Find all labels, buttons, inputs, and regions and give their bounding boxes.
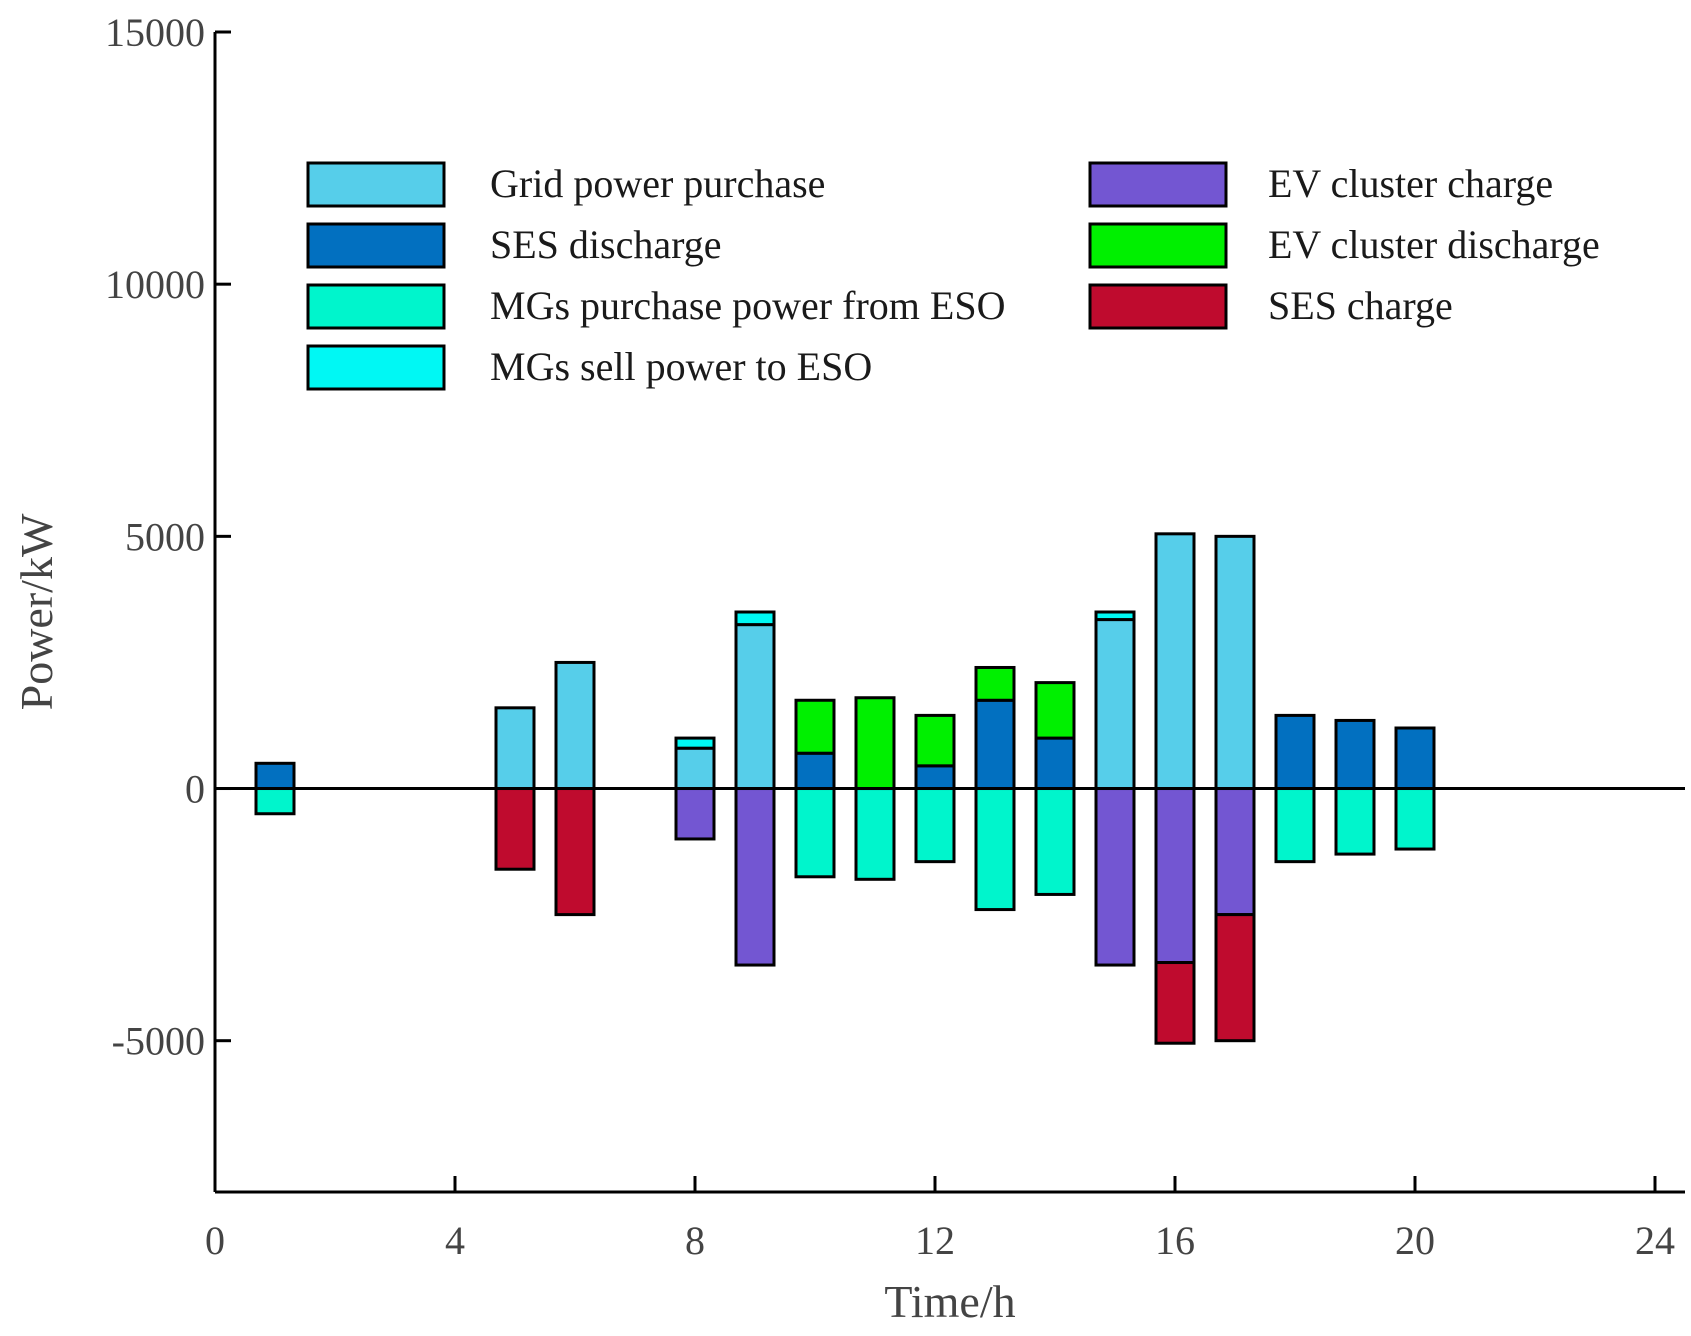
x-tick-label: 12 (915, 1218, 955, 1263)
x-tick-label: 8 (685, 1218, 705, 1263)
legend-swatch-ev-cluster-discharge (1088, 222, 1228, 269)
bar-grid-power-purchase-t5 (494, 706, 536, 791)
bar-grid-power-purchase-t15 (1094, 618, 1136, 791)
x-tick-label: 16 (1155, 1218, 1195, 1263)
bar-ev-cluster-charge-t15 (1094, 787, 1136, 967)
bar-ses-discharge-t1 (254, 761, 296, 791)
y-tick-label: 0 (185, 767, 205, 812)
bar-mgs-sell-power-to-eso-t15 (1094, 610, 1136, 622)
bar-ev-cluster-discharge-t12 (914, 713, 956, 768)
bar-mgs-purchase-power-from-eso-t10 (794, 787, 836, 879)
bar-ses-charge-t17 (1214, 913, 1256, 1043)
bars-layer (254, 532, 1436, 1045)
bar-ev-cluster-charge-t8 (674, 787, 716, 841)
bar-ses-discharge-t13 (974, 698, 1016, 791)
bar-ses-charge-t6 (554, 787, 596, 917)
bar-ses-charge-t16 (1154, 961, 1196, 1045)
legend-label-mgs-purchase-power-from-eso: MGs purchase power from ESO (490, 283, 1005, 328)
bar-grid-power-purchase-t9 (734, 623, 776, 791)
bar-mgs-purchase-power-from-eso-t14 (1034, 787, 1076, 896)
bar-grid-power-purchase-t6 (554, 660, 596, 791)
y-axis-label: Power/kW (11, 513, 62, 710)
x-tick-labels: 0 4 8 12 16 20 24 (205, 1218, 1675, 1263)
bar-mgs-purchase-power-from-eso-t18 (1274, 787, 1316, 864)
y-tick-label: 5000 (125, 514, 205, 559)
bar-ses-discharge-t19 (1334, 718, 1376, 791)
bar-grid-power-purchase-t17 (1214, 534, 1256, 791)
legend-swatch-mgs-sell-power-to-eso (306, 344, 446, 391)
bar-mgs-purchase-power-from-eso-t19 (1334, 787, 1376, 856)
legend-label-ev-cluster-discharge: EV cluster discharge (1268, 222, 1600, 267)
bar-ses-discharge-t14 (1034, 736, 1076, 791)
bar-mgs-purchase-power-from-eso-t1 (254, 787, 296, 816)
bar-ev-cluster-discharge-t13 (974, 665, 1016, 702)
axes (213, 30, 1685, 1194)
legend-label-grid-power-purchase: Grid power purchase (490, 161, 825, 206)
bar-mgs-sell-power-to-eso-t9 (734, 610, 776, 627)
bar-mgs-purchase-power-from-eso-t13 (974, 787, 1016, 912)
x-tick-label: 0 (205, 1218, 225, 1263)
y-tick-label: -5000 (112, 1019, 205, 1064)
x-tick-label: 4 (445, 1218, 465, 1263)
legend-label-ses-charge: SES charge (1268, 283, 1453, 328)
x-tick-label: 24 (1635, 1218, 1675, 1263)
bar-grid-power-purchase-t8 (674, 746, 716, 791)
legend: Grid power purchase SES discharge MGs purc… (306, 161, 1600, 391)
bar-mgs-purchase-power-from-eso-t20 (1394, 787, 1436, 851)
y-tick-labels: -5000 0 5000 10000 15000 (105, 10, 205, 1064)
bar-mgs-purchase-power-from-eso-t12 (914, 787, 956, 864)
legend-label-ses-discharge: SES discharge (490, 222, 721, 267)
bar-ses-discharge-t18 (1274, 713, 1316, 791)
y-tick-label: 10000 (105, 262, 205, 307)
bar-ev-cluster-charge-t9 (734, 787, 776, 967)
x-tick-label: 20 (1395, 1218, 1435, 1263)
bar-ev-cluster-charge-t17 (1214, 787, 1256, 917)
bar-ses-discharge-t12 (914, 764, 956, 791)
bar-ev-cluster-discharge-t14 (1034, 681, 1076, 740)
bar-mgs-purchase-power-from-eso-t11 (854, 787, 896, 881)
legend-swatch-ses-charge (1088, 283, 1228, 330)
bar-ev-cluster-charge-t16 (1154, 787, 1196, 965)
legend-swatch-ev-cluster-charge (1088, 161, 1228, 208)
bar-ev-cluster-discharge-t10 (794, 698, 836, 755)
bar-mgs-sell-power-to-eso-t8 (674, 736, 716, 750)
legend-swatch-grid-power-purchase (306, 161, 446, 208)
legend-swatch-ses-discharge (306, 222, 446, 269)
x-axis-label: Time/h (884, 1276, 1015, 1327)
legend-label-ev-cluster-charge: EV cluster charge (1268, 161, 1553, 206)
bar-grid-power-purchase-t16 (1154, 532, 1196, 791)
legend-label-mgs-sell-power-to-eso: MGs sell power to ESO (490, 344, 872, 389)
bar-ses-discharge-t10 (794, 751, 836, 791)
legend-swatch-mgs-purchase-power-from-eso (306, 283, 446, 330)
bar-ev-cluster-discharge-t11 (854, 696, 896, 791)
bar-ses-charge-t5 (494, 787, 536, 871)
bar-ses-discharge-t20 (1394, 726, 1436, 791)
y-tick-label: 15000 (105, 10, 205, 55)
